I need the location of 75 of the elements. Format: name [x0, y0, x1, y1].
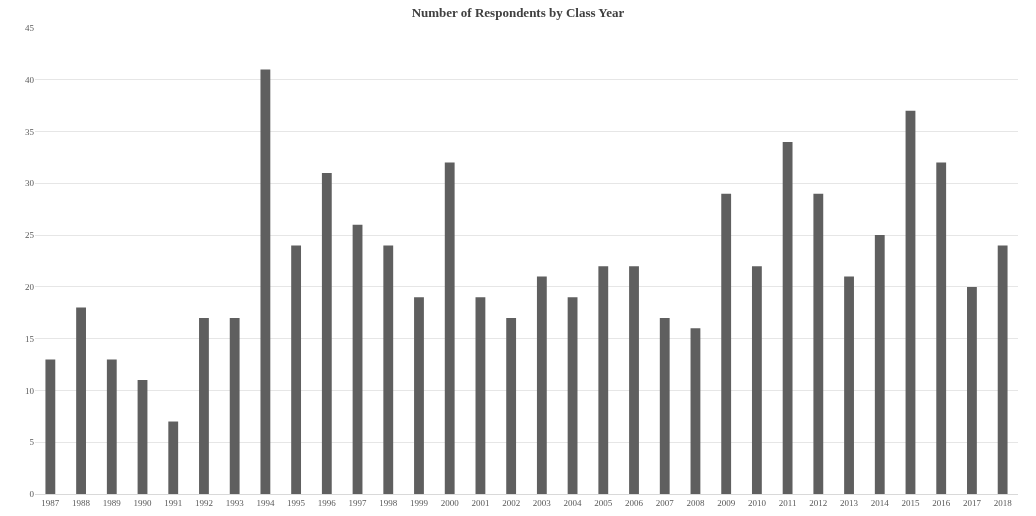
bar: [874, 235, 885, 494]
bar: [168, 421, 179, 494]
x-tick-label: 1999: [409, 497, 429, 508]
bar: [629, 266, 639, 494]
x-tick-label: 2014: [870, 497, 890, 508]
bar: [967, 286, 977, 494]
y-tick-label: 15: [25, 333, 35, 344]
y-tick-label: 20: [25, 282, 35, 293]
x-tick-label: 1987: [41, 497, 60, 508]
x-tick-label: 2004: [563, 497, 583, 508]
y-tick-label: 5: [29, 437, 35, 448]
y-tick-label: 0: [29, 489, 35, 500]
x-tick-label: 2015: [901, 497, 920, 508]
y-tick-label: 10: [25, 385, 35, 396]
bar: [199, 317, 209, 494]
bar: [905, 110, 916, 494]
bar: [76, 307, 86, 494]
x-tick-label: 2001: [471, 497, 490, 508]
bar: [352, 224, 363, 494]
bar: [721, 193, 732, 494]
bar: [997, 245, 1008, 494]
y-tick-label: 30: [25, 178, 35, 189]
bar: [567, 297, 578, 494]
bar: [106, 359, 117, 494]
x-tick-label: 2000: [440, 497, 460, 508]
bar: [229, 317, 240, 494]
x-tick-label: 1998: [379, 497, 398, 508]
x-tick-label: 1995: [287, 497, 306, 508]
bar: [291, 245, 302, 494]
bar: [383, 245, 394, 494]
y-tick-label: 40: [25, 74, 35, 85]
x-tick-label: 2005: [594, 497, 613, 508]
bar: [659, 317, 670, 494]
bar: [536, 276, 547, 494]
bar: [690, 328, 701, 494]
x-tick-label: 1997: [348, 497, 368, 508]
bar: [444, 162, 455, 494]
x-tick-label: 1989: [102, 497, 122, 508]
bar: [844, 276, 854, 494]
y-tick-label: 25: [25, 230, 35, 241]
chart-title: Number of Respondents by Class Year: [411, 4, 625, 20]
x-tick-label: 1990: [133, 497, 153, 508]
bar: [414, 297, 424, 494]
bar: [45, 359, 56, 494]
bar: [751, 266, 762, 494]
x-tick-label: 2003: [532, 497, 552, 508]
x-tick-label: 2012: [809, 497, 828, 508]
x-tick-label: 2010: [747, 497, 767, 508]
y-tick-label: 45: [25, 23, 35, 34]
bar: [475, 297, 486, 494]
x-tick-label: 1996: [317, 497, 337, 508]
x-tick-label: 1994: [256, 497, 275, 508]
x-tick-label: 2007: [655, 497, 675, 508]
x-tick-label: 2018: [993, 497, 1013, 508]
x-tick-label: 2002: [502, 497, 521, 508]
x-tick-label: 1988: [72, 497, 91, 508]
y-tick-label: 35: [25, 126, 35, 137]
x-tick-label: 2008: [686, 497, 705, 508]
bar: [598, 266, 609, 494]
bar: [506, 317, 517, 494]
x-tick-label: 1993: [225, 497, 245, 508]
x-tick-label: 1991: [164, 497, 183, 508]
x-tick-label: 2016: [932, 497, 951, 508]
x-tick-label: 2017: [962, 497, 982, 508]
bar: [260, 69, 271, 494]
bar: [321, 172, 332, 494]
bar: [137, 380, 148, 494]
bar: [782, 141, 793, 494]
bar: [936, 162, 947, 494]
x-tick-label: 2009: [717, 497, 736, 508]
x-tick-label: 2013: [840, 497, 859, 508]
bar: [813, 193, 824, 494]
x-tick-label: 2006: [625, 497, 644, 508]
x-tick-label: 1992: [194, 497, 213, 508]
x-tick-label: 2011: [778, 497, 797, 508]
